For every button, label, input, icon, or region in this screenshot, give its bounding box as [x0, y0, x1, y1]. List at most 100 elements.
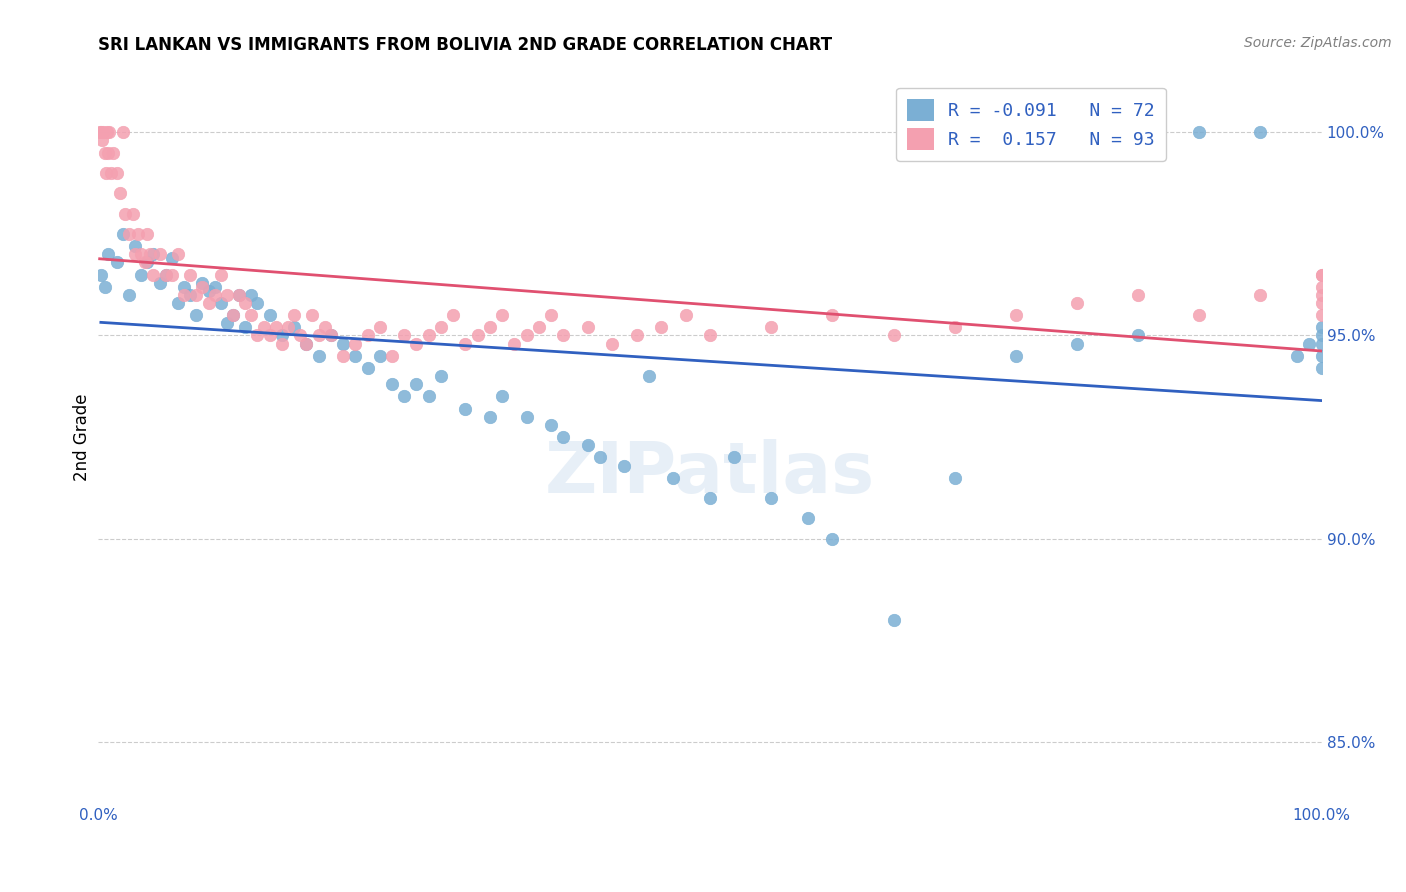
Point [114, 206, 136, 220]
Point [155, 268, 177, 282]
Point [167, 247, 190, 261]
Point [233, 320, 256, 334]
Point [129, 268, 152, 282]
Point [222, 308, 245, 322]
Point [1298, 336, 1320, 351]
Point [821, 308, 844, 322]
Point [797, 511, 820, 525]
Point [478, 320, 501, 334]
Point [405, 377, 427, 392]
Point [129, 247, 152, 261]
Point [209, 296, 232, 310]
Point [883, 613, 905, 627]
Point [277, 320, 299, 334]
Point [97, 145, 120, 160]
Point [1310, 296, 1333, 310]
Point [142, 247, 165, 261]
Point [124, 239, 146, 253]
Point [503, 336, 526, 351]
Point [94, 166, 117, 180]
Point [638, 369, 661, 384]
Point [662, 471, 685, 485]
Point [215, 288, 238, 302]
Point [1004, 349, 1026, 363]
Point [332, 336, 354, 351]
Point [134, 255, 156, 269]
Point [233, 296, 256, 310]
Point [491, 308, 513, 322]
Text: Source: ZipAtlas.com: Source: ZipAtlas.com [1244, 36, 1392, 50]
Point [155, 268, 177, 282]
Point [179, 288, 201, 302]
Point [283, 308, 305, 322]
Point [136, 255, 159, 269]
Point [761, 491, 783, 505]
Point [527, 320, 550, 334]
Point [589, 450, 612, 465]
Point [344, 349, 367, 363]
Point [478, 409, 501, 424]
Point [246, 296, 269, 310]
Point [215, 316, 238, 330]
Point [1250, 125, 1272, 139]
Point [1310, 268, 1333, 282]
Point [295, 336, 318, 351]
Point [142, 268, 165, 282]
Point [252, 320, 274, 334]
Point [290, 328, 312, 343]
Point [1128, 328, 1150, 343]
Point [319, 328, 342, 343]
Point [1310, 361, 1333, 376]
Point [1286, 349, 1309, 363]
Point [540, 308, 562, 322]
Point [197, 296, 219, 310]
Point [160, 268, 183, 282]
Point [283, 320, 305, 334]
Point [222, 308, 245, 322]
Point [186, 288, 208, 302]
Point [136, 227, 159, 241]
Point [356, 361, 378, 376]
Text: SRI LANKAN VS IMMIGRANTS FROM BOLIVIA 2ND GRADE CORRELATION CHART: SRI LANKAN VS IMMIGRANTS FROM BOLIVIA 2N… [98, 36, 832, 54]
Point [186, 308, 208, 322]
Point [96, 125, 118, 139]
Point [516, 328, 538, 343]
Point [264, 320, 287, 334]
Legend: R = -0.091   N = 72, R =  0.157   N = 93: R = -0.091 N = 72, R = 0.157 N = 93 [896, 87, 1166, 161]
Point [491, 389, 513, 403]
Point [111, 125, 134, 139]
Point [105, 255, 128, 269]
Point [600, 336, 623, 351]
Point [259, 308, 281, 322]
Point [368, 320, 391, 334]
Point [301, 308, 323, 322]
Point [209, 268, 232, 282]
Point [270, 336, 294, 351]
Point [197, 284, 219, 298]
Point [576, 438, 599, 452]
Point [381, 349, 404, 363]
Point [149, 276, 172, 290]
Point [344, 336, 367, 351]
Point [160, 252, 183, 266]
Point [118, 227, 141, 241]
Point [91, 133, 114, 147]
Point [1188, 308, 1211, 322]
Point [105, 166, 128, 180]
Point [467, 328, 489, 343]
Point [723, 450, 745, 465]
Point [1066, 336, 1088, 351]
Point [127, 227, 149, 241]
Point [124, 247, 146, 261]
Point [149, 247, 172, 261]
Point [1310, 279, 1333, 293]
Point [454, 336, 477, 351]
Point [259, 328, 281, 343]
Point [392, 328, 416, 343]
Point [454, 401, 477, 416]
Point [246, 328, 269, 343]
Point [1066, 296, 1088, 310]
Point [613, 458, 636, 473]
Point [173, 279, 195, 293]
Point [418, 389, 440, 403]
